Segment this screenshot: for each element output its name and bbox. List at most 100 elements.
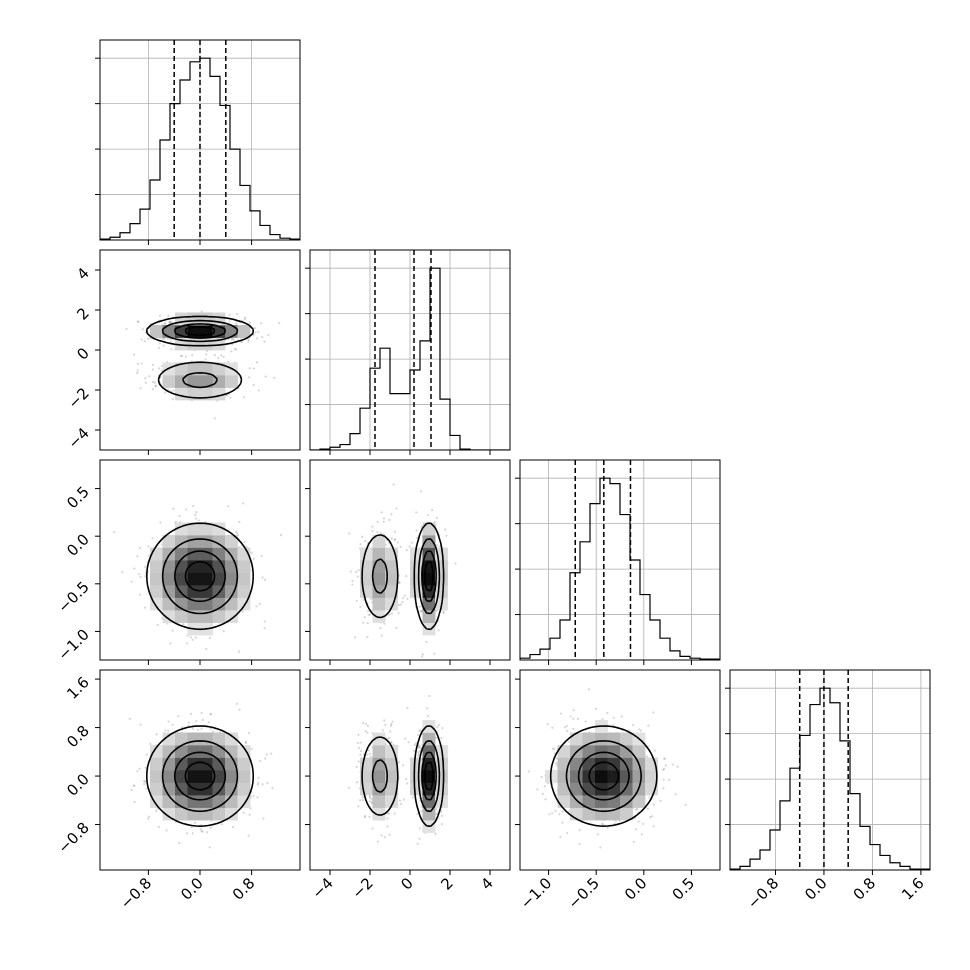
- scatter-point: [584, 720, 587, 723]
- scatter-point: [163, 337, 166, 341]
- scatter-point: [139, 723, 142, 726]
- scatter-point: [399, 545, 402, 548]
- scatter-point: [213, 354, 216, 357]
- scatter-point: [366, 724, 370, 728]
- scatter-point: [652, 825, 655, 828]
- contour-level-3: [184, 326, 216, 336]
- scatter-point: [561, 810, 564, 813]
- density-cell: [237, 757, 251, 771]
- density-cell: [410, 757, 423, 771]
- density-cell: [150, 325, 163, 338]
- density-cell: [237, 782, 251, 796]
- scatter-point: [156, 623, 159, 626]
- scatter-point: [386, 825, 389, 828]
- density-cell: [595, 757, 608, 771]
- scatter-point: [200, 310, 203, 313]
- histogram-2: [520, 477, 720, 660]
- scatter-point: [209, 727, 212, 730]
- scatter-point: [200, 727, 203, 730]
- contour-level-2: [421, 751, 437, 801]
- scatter-point: [216, 356, 220, 359]
- x-tick-label: 0.8: [850, 874, 880, 904]
- scatter-point: [139, 387, 142, 390]
- scatter-point: [369, 755, 373, 758]
- scatter-point: [671, 763, 674, 766]
- scatter-point: [551, 747, 555, 750]
- density-cell: [187, 337, 201, 351]
- scatter-point: [559, 835, 562, 839]
- scatter-point: [402, 764, 405, 767]
- scatter-point: [363, 615, 366, 619]
- scatter-point: [401, 600, 404, 604]
- scatter-point: [253, 326, 257, 330]
- scatter-point: [270, 752, 273, 755]
- scatter-point: [554, 809, 557, 813]
- scatter-point: [551, 812, 554, 815]
- density-cell: [225, 782, 238, 796]
- density-cell: [360, 770, 373, 783]
- density-cell: [422, 597, 436, 611]
- scatter-point: [401, 597, 405, 600]
- scatter-point: [206, 349, 209, 353]
- density-cell: [237, 560, 251, 573]
- scatter-point: [594, 707, 598, 710]
- density-cell: [175, 782, 188, 796]
- scatter-point: [185, 508, 188, 511]
- scatter-point: [440, 737, 443, 740]
- density-cell: [595, 807, 608, 821]
- scatter-point: [161, 337, 164, 340]
- scatter-point: [405, 548, 408, 552]
- scatter-point: [258, 602, 261, 605]
- scatter-point: [380, 634, 383, 637]
- scatter-point: [393, 530, 396, 533]
- density-cell: [570, 732, 583, 746]
- scatter-point: [406, 597, 409, 600]
- scatter-point: [384, 723, 387, 726]
- density-cell: [150, 782, 163, 796]
- density-cell: [372, 770, 386, 783]
- scatter-point: [440, 814, 444, 817]
- y-tick-label: −2: [64, 384, 92, 412]
- scatter-point: [662, 778, 665, 781]
- scatter-point: [208, 636, 212, 640]
- density-cell: [175, 757, 188, 771]
- scatter-point: [394, 538, 397, 541]
- scatter-point: [250, 747, 253, 751]
- scatter-point: [172, 507, 175, 510]
- scatter-point: [366, 753, 369, 756]
- scatter-point: [205, 831, 209, 834]
- scatter-point: [667, 778, 671, 781]
- density-cell: [162, 770, 176, 783]
- density-cell: [385, 585, 398, 598]
- scatter-point: [178, 841, 181, 845]
- scatter-point: [163, 322, 167, 325]
- density-cell: [225, 770, 238, 783]
- scatter-point: [211, 730, 214, 733]
- scatter-point: [189, 636, 193, 639]
- y-tick-label: 4: [73, 264, 92, 283]
- scatter-point: [420, 525, 423, 528]
- scatter-point: [383, 719, 386, 722]
- contour-level-1: [371, 538, 441, 615]
- scatter-point: [248, 376, 251, 379]
- scatter-point: [138, 767, 141, 770]
- scatter-point: [664, 764, 668, 767]
- scatter-point: [263, 620, 266, 623]
- scatter-point: [143, 782, 146, 786]
- scatter-point: [209, 713, 212, 716]
- density-cell: [162, 745, 176, 758]
- contour-level-2: [174, 751, 226, 801]
- density-cell: [175, 770, 188, 783]
- density-cell: [187, 535, 201, 548]
- scatter-panel-2-0: −1.0 −0.5 0.0 0.5: [54, 459, 301, 665]
- density-cell: [212, 807, 226, 821]
- scatter-point: [398, 799, 401, 802]
- scatter-point: [367, 749, 370, 752]
- scatter-point: [659, 799, 662, 802]
- scatter-point: [195, 720, 198, 723]
- scatter-point: [143, 780, 147, 783]
- scatter-point: [256, 337, 259, 340]
- density-cell: [200, 745, 213, 758]
- scatter-point: [632, 840, 636, 844]
- scatter-point: [230, 350, 233, 353]
